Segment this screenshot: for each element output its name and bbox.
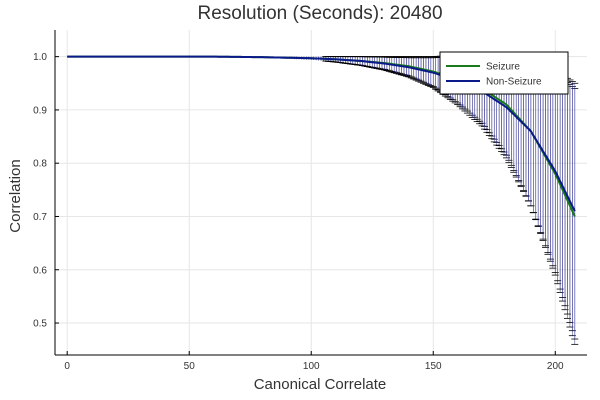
legend-box xyxy=(439,51,569,95)
y-tick-label: 0.7 xyxy=(33,212,47,223)
y-tick-label: 0.6 xyxy=(33,265,47,276)
x-tick-label: 200 xyxy=(547,361,564,372)
y-tick-label: 0.9 xyxy=(33,105,47,116)
series-line-non-seizure xyxy=(67,55,576,212)
chart-title: Resolution (Seconds): 20480 xyxy=(197,3,442,24)
x-tick-label: 150 xyxy=(425,361,442,372)
legend-label-non-seizure: Non-Seizure xyxy=(486,77,542,88)
y-tick-label: 1.0 xyxy=(33,52,47,63)
x-axis-label: Canonical Correlate xyxy=(254,376,387,393)
y-tick-label: 0.8 xyxy=(33,159,47,170)
x-tick-label: 50 xyxy=(184,361,196,372)
x-tick-label: 0 xyxy=(64,361,70,372)
x-tick-label: 100 xyxy=(303,361,320,372)
y-tick-label: 0.5 xyxy=(33,319,47,330)
legend-label-seizure: Seizure xyxy=(486,62,520,73)
plot-area: 0 50 100 150 200 0.5 0.6 0.7 0.8 0.9 1.0 Seizure Non… xyxy=(33,30,587,372)
y-axis-label: Correlation xyxy=(7,159,24,232)
